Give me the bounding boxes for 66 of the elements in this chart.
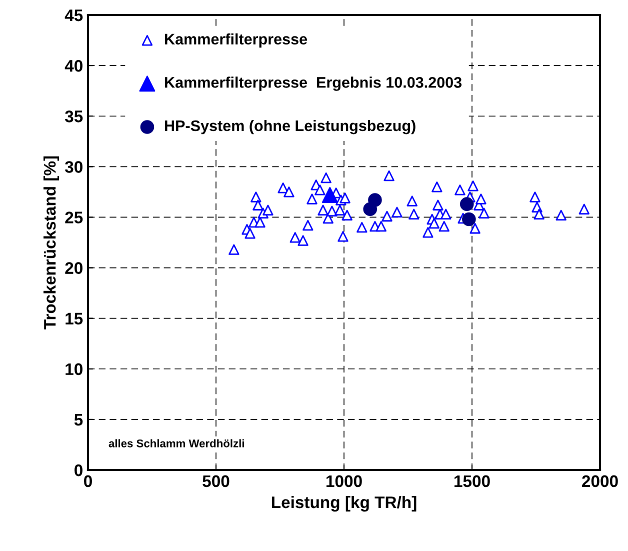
point <box>462 212 476 226</box>
point <box>342 210 352 221</box>
point <box>440 208 452 220</box>
point <box>250 192 262 202</box>
point <box>460 197 474 211</box>
point <box>290 232 300 243</box>
point <box>356 222 368 233</box>
point <box>382 210 392 222</box>
x-tick-label: 0 <box>84 475 92 488</box>
x-tick-label: 2000 <box>582 475 618 488</box>
y-axis-title: Trockenrückstand [%] <box>44 156 60 330</box>
point <box>320 172 332 184</box>
point <box>468 180 478 192</box>
point <box>298 235 308 246</box>
point <box>422 227 434 238</box>
point <box>408 208 420 220</box>
point <box>252 200 264 210</box>
point <box>322 187 338 203</box>
x-tick-label: 1000 <box>326 475 362 488</box>
point <box>302 220 314 231</box>
y-tick-label: 20 <box>65 262 82 274</box>
y-tick-label: 40 <box>64 60 82 72</box>
annotation: alles Schlamm Werdhölzli <box>108 439 244 448</box>
x-axis-title: Leistung [kg TR/h] <box>272 496 416 512</box>
x-tick-label: 500 <box>202 475 230 488</box>
point <box>578 204 590 214</box>
y-tick-label: 15 <box>66 312 83 325</box>
point <box>368 193 382 207</box>
y-tick-label: 0 <box>74 464 82 476</box>
point <box>318 204 328 216</box>
point <box>428 218 440 229</box>
y-tick-label: 25 <box>65 212 83 224</box>
y-tick-label: 10 <box>66 363 82 376</box>
point <box>228 244 240 255</box>
y-tick-label: 35 <box>64 110 83 122</box>
point <box>534 208 544 220</box>
y-tick-label: 30 <box>64 161 82 173</box>
point <box>334 204 346 216</box>
point <box>478 208 490 219</box>
point <box>278 182 288 194</box>
point <box>432 200 444 210</box>
point <box>262 204 274 216</box>
point <box>454 184 466 196</box>
point <box>470 222 480 234</box>
point <box>326 206 338 217</box>
point <box>556 210 566 221</box>
legend-label: HP-System (ohne Leistungsbezug) <box>165 120 416 134</box>
point <box>314 184 326 196</box>
y-tick-label: 5 <box>74 414 83 426</box>
legend-label: Kammerfilterpresse Ergebnis 10.03.2003 <box>165 76 462 91</box>
point <box>306 194 318 204</box>
point <box>438 220 450 232</box>
point <box>476 194 486 204</box>
point <box>284 186 294 198</box>
point <box>530 192 540 202</box>
point <box>376 220 386 232</box>
point <box>392 206 402 218</box>
point <box>406 196 418 206</box>
point <box>244 228 256 239</box>
point <box>338 231 348 242</box>
point <box>340 192 350 204</box>
point <box>384 170 394 182</box>
point <box>432 182 442 192</box>
legend-label: Kammerfilterpresse <box>165 33 308 48</box>
x-tick-label: 1500 <box>454 475 490 488</box>
y-tick-label: 45 <box>64 10 83 22</box>
